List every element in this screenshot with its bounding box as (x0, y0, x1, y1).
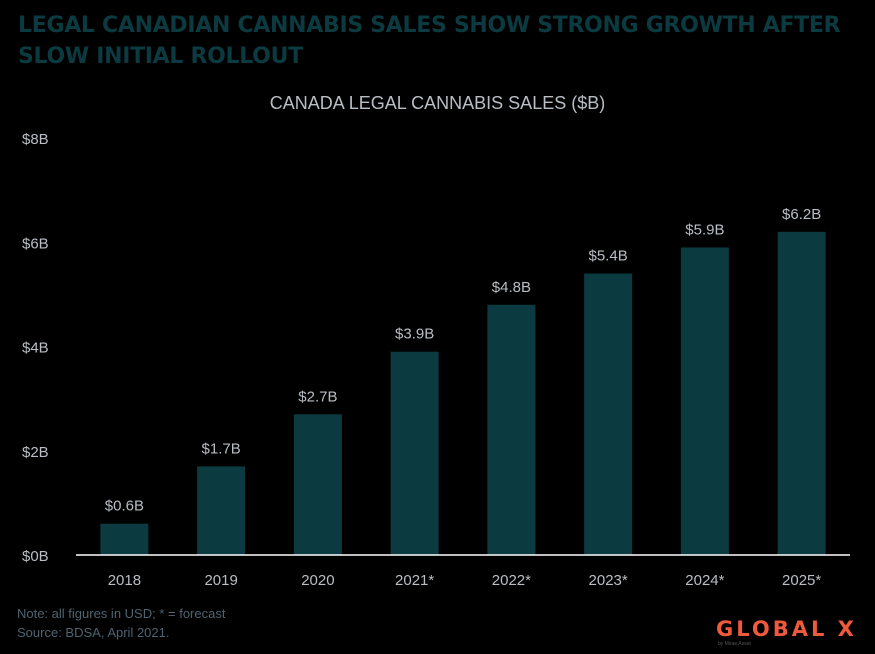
x-tick-label: 2018 (108, 572, 141, 589)
data-label: $6.2B (782, 206, 821, 223)
x-tick-label: 2021* (395, 572, 434, 589)
y-tick-label: $8B (22, 131, 49, 148)
footnote-note: Note: all figures in USD; * = forecast (17, 606, 226, 621)
y-tick-label: $0B (22, 548, 49, 565)
bar (584, 273, 633, 555)
data-label: $1.7B (202, 440, 241, 457)
bar (487, 304, 536, 555)
x-tick-label: 2023* (589, 572, 628, 589)
global-x-logo: GLOBAL X by Mirae Asset (716, 617, 857, 647)
x-tick-label: 2022* (492, 572, 531, 589)
data-label: $5.4B (589, 248, 628, 265)
bar (777, 231, 826, 555)
bar (100, 523, 149, 555)
x-tick-label: 2020 (301, 572, 334, 589)
footnote-source: Source: BDSA, April 2021. (17, 625, 170, 640)
y-tick-label: $6B (22, 235, 49, 252)
footnotes: Note: all figures in USD; * = forecast S… (17, 604, 225, 642)
bar (390, 351, 439, 555)
bar (293, 414, 342, 555)
logo-tagline: by Mirae Asset (718, 641, 751, 647)
data-label: $5.9B (685, 221, 724, 238)
y-tick-label: $4B (22, 340, 49, 357)
bar (680, 247, 729, 555)
data-label: $3.9B (395, 326, 434, 343)
x-tick-label: 2025* (782, 572, 821, 589)
data-label: $2.7B (298, 388, 337, 405)
bar (197, 466, 246, 555)
data-label: $4.8B (492, 279, 531, 296)
chart-title: CANADA LEGAL CANNABIS SALES ($B) (269, 93, 606, 113)
logo-wordmark: GLOBAL X (716, 617, 857, 641)
data-label: $0.6B (105, 498, 144, 515)
y-tick-label: $2B (22, 444, 49, 461)
x-tick-label: 2019 (204, 572, 237, 589)
bar-chart: $0B $2B $4B $6B $8B $0.6B 2018 $1.7B 2019 $2.7B 20… (22, 131, 850, 589)
x-tick-label: 2024* (685, 572, 724, 589)
headline: LEGAL CANADIAN CANNABIS SALES SHOW STRON… (18, 13, 841, 69)
